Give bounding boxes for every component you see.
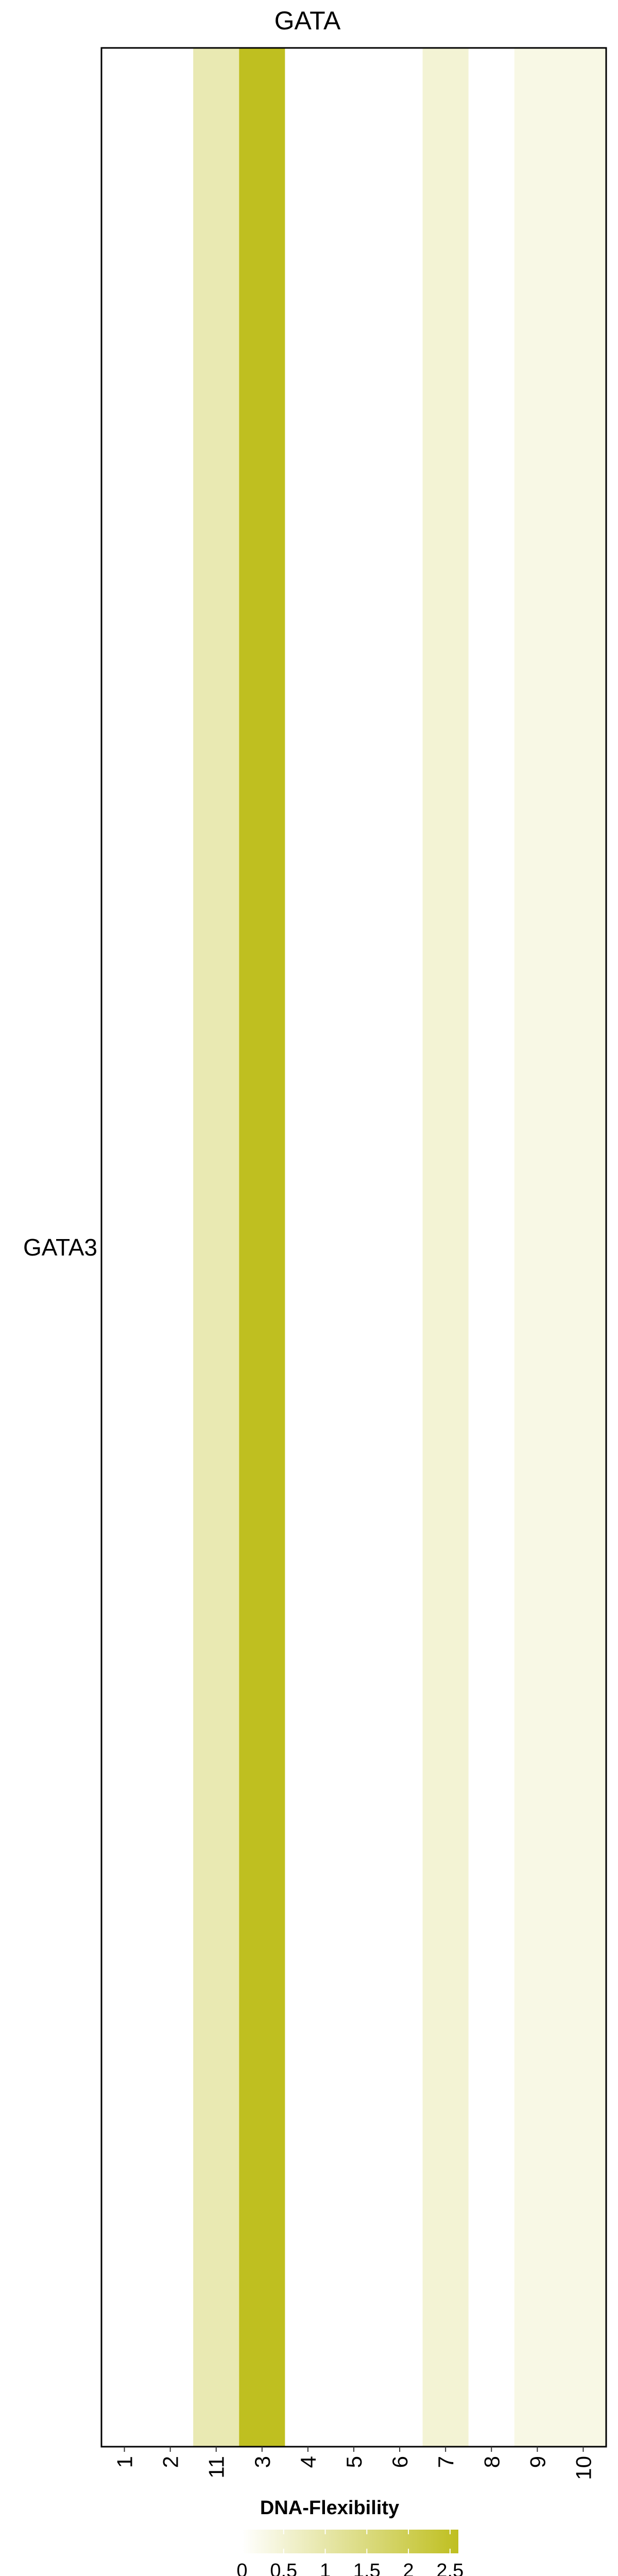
heatmap-cell-GATA3-11 (193, 48, 239, 2447)
x-tick-label: 8 (479, 2456, 504, 2468)
colorbar-tick-label: 2 (403, 2560, 414, 2576)
colorbar-tick-label: 0 (236, 2560, 247, 2576)
colorbar-title: DNA-Flexibility (260, 2497, 399, 2519)
row-label: GATA3 (23, 1234, 97, 1261)
heatmap-cells (101, 48, 607, 2447)
colorbar-tick-label: 2.5 (436, 2560, 464, 2576)
heatmap-cell-GATA3-10 (560, 48, 607, 2447)
colorbar-ticks: 0 0.5 1 1.5 2 2.5 (236, 2530, 464, 2576)
heatmap-cell-GATA3-1 (101, 48, 148, 2447)
x-tick-label: 6 (388, 2456, 412, 2468)
chart-title: GATA (274, 6, 341, 35)
heatmap-cell-GATA3-3 (239, 48, 285, 2447)
x-tick-label: 3 (250, 2456, 274, 2468)
heatmap-cell-GATA3-9 (514, 48, 561, 2447)
x-tick-label: 5 (342, 2456, 366, 2468)
colorbar-tick-label: 1 (320, 2560, 331, 2576)
x-tick-label: 2 (159, 2456, 183, 2468)
heatmap-cell-GATA3-6 (376, 48, 423, 2447)
colorbar-tick-label: 0.5 (270, 2560, 297, 2576)
colorbar-gradient (242, 2530, 458, 2553)
column-labels: 1 2 11 3 4 5 6 7 8 9 10 (113, 2447, 595, 2480)
x-tick-label: 1 (113, 2456, 137, 2468)
x-tick-label: 11 (204, 2456, 229, 2479)
heatmap-cell-GATA3-4 (285, 48, 331, 2447)
colorbar-tick-label: 1.5 (353, 2560, 381, 2576)
x-tick-label: 7 (434, 2456, 458, 2468)
x-tick-label: 4 (296, 2456, 320, 2468)
heatmap-cell-GATA3-2 (147, 48, 194, 2447)
heatmap-cell-GATA3-8 (468, 48, 515, 2447)
x-tick-label: 10 (571, 2456, 595, 2480)
colorbar-legend: DNA-Flexibility 0 0.5 1 1.5 2 2.5 (236, 2497, 464, 2576)
row-labels: GATA3 (23, 1234, 97, 1261)
heatmap-cell-GATA3-5 (331, 48, 377, 2447)
heatmap-cell-GATA3-7 (422, 48, 469, 2447)
x-tick-label: 9 (525, 2456, 550, 2468)
